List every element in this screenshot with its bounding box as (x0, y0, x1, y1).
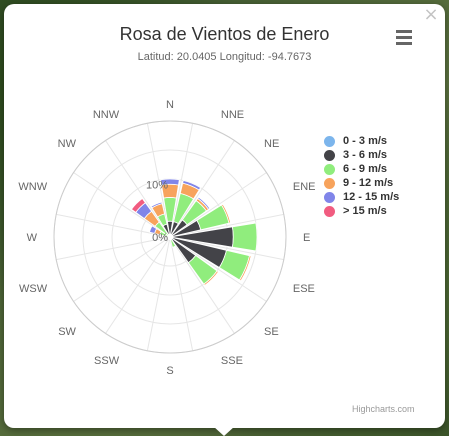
legend-marker (324, 163, 335, 175)
close-icon[interactable]: × (423, 4, 439, 25)
wedge-ene (221, 203, 232, 224)
direction-label-w: W (27, 232, 38, 244)
grid-spoke (56, 236, 171, 261)
wedge-wnw (148, 225, 158, 234)
grid-spoke (169, 140, 235, 238)
direction-label-nw: NW (58, 138, 77, 150)
radial-tick-label: 0% (152, 232, 168, 244)
legend-item[interactable]: 3 - 6 m/s (324, 148, 399, 162)
direction-label-nne: NNE (221, 109, 244, 121)
direction-label-e: E (303, 232, 310, 244)
direction-label-nnw: NNW (93, 109, 120, 121)
wedge-n (160, 178, 180, 186)
legend-item[interactable]: 6 - 9 m/s (324, 162, 399, 176)
direction-label-wsw: WSW (19, 283, 48, 295)
radial-tick-label: 10% (146, 179, 168, 191)
legend-label: 9 - 12 m/s (343, 177, 394, 189)
grid-spoke (169, 236, 235, 334)
direction-label-wnw: WNW (18, 181, 47, 193)
grid-spoke (73, 172, 171, 238)
direction-label-s: S (166, 365, 173, 377)
chart-subtitle: Latitud: 20.0405 Longitud: -94.7673 (137, 51, 312, 63)
legend-marker (324, 135, 335, 147)
legend-marker (324, 149, 335, 161)
legend-marker (324, 205, 335, 217)
legend-label: > 15 m/s (343, 205, 387, 217)
menu-line (396, 36, 412, 39)
wedge-se (203, 270, 219, 286)
legend-label: 3 - 6 m/s (343, 149, 388, 161)
legend-item[interactable]: > 15 m/s (324, 204, 399, 218)
legend-item[interactable]: 12 - 15 m/s (324, 190, 399, 204)
menu-line (396, 30, 412, 33)
legend-label: 12 - 15 m/s (343, 191, 400, 203)
grid-spoke (105, 140, 171, 238)
legend-marker (324, 191, 335, 203)
direction-label-n: N (166, 99, 174, 111)
grid-spoke (146, 236, 171, 351)
direction-label-ssw: SSW (94, 355, 120, 367)
grid-spoke (169, 236, 267, 302)
direction-label-ne: NE (264, 138, 279, 150)
wedge-nw (130, 197, 146, 213)
chart-legend: 0 - 3 m/s 3 - 6 m/s 6 - 9 m/s 9 - 12 m/s 12 … (324, 134, 399, 218)
direction-label-ese: ESE (293, 283, 315, 295)
popup-pointer (213, 426, 235, 436)
chart-title: Rosa de Vientos de Enero (119, 24, 330, 44)
wedge-sse (170, 238, 177, 248)
menu-line (396, 42, 412, 45)
grid-spoke (105, 236, 171, 334)
direction-label-sse: SSE (221, 355, 243, 367)
grid-spoke (169, 236, 284, 261)
direction-label-se: SE (264, 326, 279, 338)
hamburger-menu-icon[interactable] (394, 30, 414, 48)
legend-label: 6 - 9 m/s (343, 163, 388, 175)
wedge-nnw (150, 201, 163, 209)
legend-item[interactable]: 0 - 3 m/s (324, 134, 399, 148)
grid-spoke (169, 213, 284, 238)
wedge-nne (182, 180, 202, 191)
grid-spoke (169, 123, 194, 238)
direction-label-ene: ENE (293, 181, 316, 193)
outer-ring (53, 120, 287, 354)
wedge-ese (238, 255, 252, 282)
direction-label-sw: SW (58, 326, 76, 338)
wedge-e (231, 222, 258, 252)
grid-spoke (73, 236, 171, 302)
grid-spoke (146, 123, 171, 238)
wedge-ne (197, 196, 211, 210)
grid-spoke (56, 213, 171, 238)
grid-spoke (169, 236, 194, 351)
legend-marker (324, 177, 335, 189)
grid-spoke (169, 172, 267, 238)
legend-item[interactable]: 9 - 12 m/s (324, 176, 399, 190)
credits-link[interactable]: Highcharts.com (352, 404, 415, 414)
legend-label: 0 - 3 m/s (343, 135, 388, 147)
